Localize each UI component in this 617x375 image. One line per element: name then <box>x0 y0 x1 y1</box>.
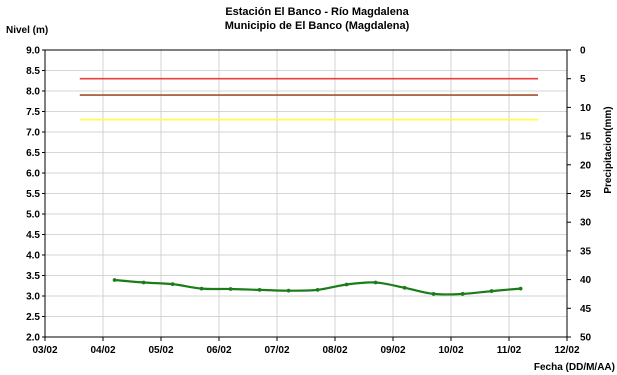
y-tick-label-2: 3.0 <box>26 292 40 303</box>
y-tick-label-6: 5.0 <box>26 210 40 221</box>
y-tick-label-3: 3.5 <box>26 271 40 282</box>
x-tick-label-6: 09/02 <box>380 345 405 356</box>
x-tick-label-5: 08/02 <box>322 345 347 356</box>
y-tick-label-13: 8.5 <box>26 66 40 77</box>
y2-tick-label-7: 35 <box>580 246 592 257</box>
plot-frame <box>44 49 568 338</box>
y2-tick-label-6: 30 <box>580 218 592 229</box>
y2-tick-label-5: 25 <box>580 189 592 200</box>
x-tick-label-2: 05/02 <box>148 345 173 356</box>
x-tick-label-0: 03/02 <box>32 345 57 356</box>
y2-tick-label-8: 40 <box>580 275 592 286</box>
data-point-12 <box>460 292 465 296</box>
y-tick-label-0: 2.0 <box>26 333 40 344</box>
y2-tick-label-3: 15 <box>580 132 592 143</box>
y-tick-label-8: 6.0 <box>26 169 40 180</box>
data-point-2 <box>170 282 175 287</box>
data-point-11 <box>431 292 436 296</box>
y2-tick-label-4: 20 <box>580 160 592 171</box>
y-tick-label-1: 2.5 <box>26 312 40 323</box>
data-point-4 <box>228 287 233 291</box>
data-point-7 <box>315 287 320 292</box>
y2-tick-label-9: 45 <box>580 304 592 315</box>
y-tick-label-4: 4.0 <box>26 251 40 262</box>
data-point-10 <box>402 285 407 290</box>
y2-tick-label-2: 10 <box>580 103 592 114</box>
y-axis-title: Nivel (m) <box>6 25 48 36</box>
x-axis-title: Fecha (DD/M/AA) <box>534 362 615 373</box>
x-tick-label-7: 10/02 <box>438 345 463 356</box>
data-point-1 <box>141 280 146 285</box>
data-point-8 <box>344 282 349 287</box>
data-point-5 <box>257 287 262 292</box>
y2-tick-label-10: 50 <box>580 333 592 344</box>
data-point-9 <box>373 280 378 285</box>
x-tick-label-3: 06/02 <box>206 345 231 356</box>
x-tick-label-1: 04/02 <box>90 345 115 356</box>
y-tick-label-5: 4.5 <box>26 230 40 241</box>
data-point-6 <box>286 288 291 293</box>
y-tick-label-7: 5.5 <box>26 189 40 200</box>
y2-tick-label-1: 5 <box>580 74 586 85</box>
chart-subtitle: Municipio de El Banco (Magdalena) <box>225 20 410 32</box>
data-point-14 <box>518 286 523 291</box>
data-point-0 <box>112 278 117 282</box>
plot-area: 2.0 2.5 3.0 3.5 4.0 4.5 5.0 5.5 6.0 6.5 7.0 7.5 8.0 8… <box>26 46 591 357</box>
y-tick-label-12: 8.0 <box>26 87 40 98</box>
y2-axis-title: Precipitacion(mm) <box>603 106 614 193</box>
data-point-3 <box>199 286 204 291</box>
chart-title: Estación El Banco - Río Magdalena <box>225 6 409 18</box>
y-tick-label-14: 9.0 <box>26 46 40 57</box>
x-tick-label-8: 11/02 <box>497 345 522 356</box>
y-tick-label-10: 7.0 <box>26 128 40 139</box>
x-tick-label-4: 07/02 <box>264 345 289 356</box>
y2-tick-label-0: 0 <box>580 46 586 57</box>
data-point-13 <box>489 289 494 293</box>
y-tick-label-11: 7.5 <box>26 107 40 118</box>
x-tick-label-9: 12/02 <box>554 345 579 356</box>
y-tick-label-9: 6.5 <box>26 148 40 159</box>
